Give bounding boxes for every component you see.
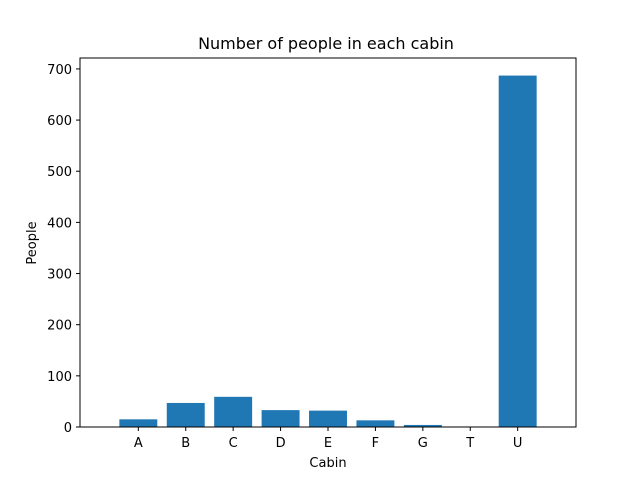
chart-title: Number of people in each cabin xyxy=(198,34,454,53)
x-tick-label: E xyxy=(324,436,332,451)
y-tick-label: 200 xyxy=(47,319,72,334)
y-tick-label: 700 xyxy=(47,63,72,78)
bar-G xyxy=(403,424,442,427)
bar-C xyxy=(214,396,253,427)
y-tick-label: 600 xyxy=(47,114,72,129)
x-tick-label: F xyxy=(372,436,379,451)
x-tick-label: U xyxy=(513,436,523,451)
bar-E xyxy=(309,410,347,427)
y-tick-label: 100 xyxy=(47,370,72,385)
bar-F xyxy=(356,420,395,427)
x-tick-label: D xyxy=(276,436,286,451)
x-tick-label: C xyxy=(229,436,238,451)
bars-group xyxy=(119,75,537,428)
y-axis-ticks: 0 100 200 300 400 500 600 700 xyxy=(47,63,80,436)
bar-U xyxy=(498,75,537,428)
x-tick-label: T xyxy=(465,436,474,451)
plot-area-frame xyxy=(79,57,577,428)
bar-D xyxy=(261,410,300,427)
x-tick-label: G xyxy=(418,436,428,451)
x-tick-label: B xyxy=(181,436,190,451)
y-tick-label: 300 xyxy=(47,268,72,283)
x-axis-label: Cabin xyxy=(309,456,346,471)
bar-B xyxy=(166,402,205,427)
y-axis-label: People xyxy=(25,221,40,264)
x-tick-label: A xyxy=(134,436,143,451)
y-tick-label: 0 xyxy=(64,421,72,436)
y-tick-label: 500 xyxy=(47,165,72,180)
y-tick-label: 400 xyxy=(47,216,72,231)
bar-A xyxy=(119,419,158,427)
